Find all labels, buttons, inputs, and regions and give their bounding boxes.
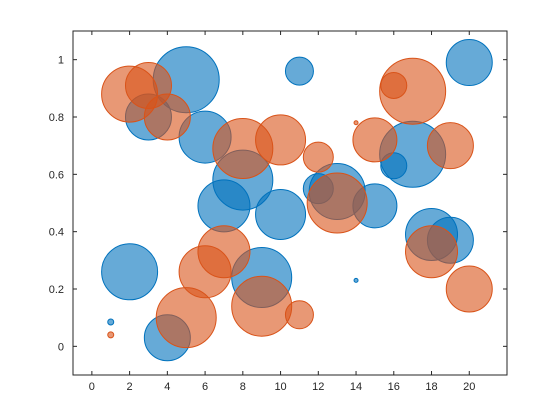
y-tick-label: 0.8 <box>49 112 64 124</box>
x-tick-label: 8 <box>240 381 246 393</box>
bubble-series2-point4 <box>143 93 191 141</box>
bubble-series1-point14 <box>353 277 359 283</box>
x-tick-label: 18 <box>425 381 437 393</box>
axes-box <box>72 30 508 376</box>
x-tick-label: 20 <box>463 381 475 393</box>
bubble-series2-point18 <box>405 225 459 279</box>
bubble-series1-point20 <box>445 39 493 87</box>
bubble-series2-point1 <box>107 331 115 339</box>
bubble-series1-point10 <box>255 188 307 240</box>
x-tick-label: 0 <box>89 381 95 393</box>
bubble-series2-point20 <box>445 265 493 313</box>
y-tick-label: 1 <box>58 55 64 67</box>
bubble-layer <box>101 39 493 362</box>
bubble-series2-point10 <box>255 114 307 166</box>
bubble-series2-point9 <box>231 275 293 337</box>
bubble-series2-point13 <box>306 172 368 234</box>
bubble-series2-point15 <box>352 117 398 163</box>
bubble-series2-point12 <box>302 141 334 173</box>
bubble-series2-point19 <box>426 122 474 170</box>
x-tick-label: 6 <box>202 381 208 393</box>
bubble-series2-point11 <box>284 300 314 330</box>
x-tick-label: 14 <box>350 381 362 393</box>
y-tick-label: 0.4 <box>49 227 64 239</box>
y-tick-label: 0.2 <box>49 284 64 296</box>
bubble-series2-point14 <box>353 120 359 126</box>
bubble-series2-point17 <box>379 57 447 125</box>
x-tick-label: 10 <box>274 381 286 393</box>
y-tick-label: 0.6 <box>49 169 64 181</box>
x-tick-label: 16 <box>388 381 400 393</box>
bubble-series2-point7 <box>197 225 251 279</box>
y-axis-ticks: 0 0.2 0.4 0.6 0.8 1 <box>49 55 507 353</box>
axes <box>72 30 508 376</box>
x-tick-label: 12 <box>312 381 324 393</box>
x-axis-ticks: 0 2 4 6 8 10 12 14 16 18 20 <box>89 31 475 393</box>
y-tick-label: 0 <box>58 341 64 353</box>
bubble-series1-point11 <box>284 56 314 86</box>
x-tick-label: 4 <box>164 381 170 393</box>
bubble-series1-point2 <box>101 243 159 301</box>
bubble-series1-point1 <box>107 318 115 326</box>
x-tick-label: 2 <box>127 381 133 393</box>
